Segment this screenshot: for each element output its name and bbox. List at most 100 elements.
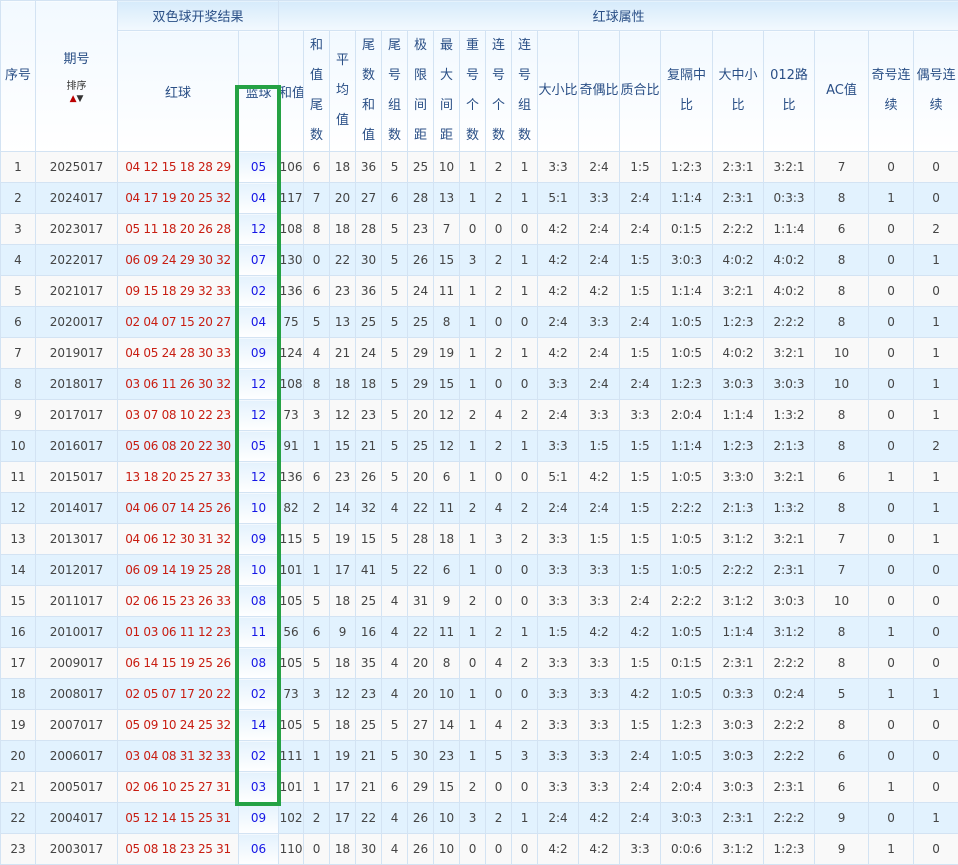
cell: 7 [815,555,869,586]
cell: 1 [914,245,958,276]
cell: 19 [434,338,460,369]
cell: 0 [869,338,914,369]
cell: 30 [356,245,382,276]
row-seq: 16 [1,617,36,648]
cell: 15 [356,524,382,555]
red-balls: 06 14 15 19 25 26 [118,648,239,679]
cell: 27 [408,710,434,741]
blue-ball: 09 [239,524,279,555]
cell: 2 [304,803,330,834]
cell: 4:0:2 [764,245,815,276]
cell: 3:0:3 [661,245,713,276]
cell: 5 [304,524,330,555]
cell: 3:3 [538,586,579,617]
red-balls: 03 07 08 10 22 23 [118,400,239,431]
row-seq: 15 [1,586,36,617]
blue-ball: 11 [239,617,279,648]
cell: 0 [512,369,538,400]
cell: 3:0:3 [713,369,764,400]
cell: 102 [279,803,304,834]
cell: 0 [914,710,958,741]
cell: 8 [434,307,460,338]
sort-down-icon[interactable]: ▼ [77,94,84,104]
row-seq: 12 [1,493,36,524]
cell: 24 [408,276,434,307]
red-balls: 04 17 19 20 25 32 [118,183,239,214]
header-issue: 期号 排序 ▲▼ [36,1,118,152]
cell: 21 [356,431,382,462]
red-balls: 05 08 18 23 25 31 [118,834,239,865]
cell: 3:3 [538,431,579,462]
cell: 6 [434,555,460,586]
cell: 12 [330,679,356,710]
cell: 8 [815,183,869,214]
cell: 4:0:2 [764,276,815,307]
cell: 3:3 [538,648,579,679]
cell: 6 [304,617,330,648]
cell: 29 [408,369,434,400]
cell: 2:3:1 [764,772,815,803]
cell: 0 [869,152,914,183]
cell: 8 [815,307,869,338]
blue-ball: 05 [239,152,279,183]
cell: 2 [512,710,538,741]
cell: 2:2:2 [661,586,713,617]
cell: 7 [815,152,869,183]
cell: 0 [486,772,512,803]
cell: 1 [460,338,486,369]
cell: 1 [512,276,538,307]
cell: 6 [304,276,330,307]
cell: 2:2:2 [764,803,815,834]
cell: 20 [408,648,434,679]
cell: 4:2 [538,338,579,369]
cell: 1:0:5 [661,679,713,710]
cell: 18 [330,648,356,679]
cell: 0 [914,834,958,865]
cell: 1 [460,524,486,555]
row-seq: 22 [1,803,36,834]
cell: 2 [486,431,512,462]
cell: 6 [382,183,408,214]
blue-ball: 02 [239,741,279,772]
cell: 3:2:1 [764,152,815,183]
cell: 6 [304,152,330,183]
cell: 2 [304,493,330,524]
row-seq: 23 [1,834,36,865]
cell: 11 [434,493,460,524]
cell: 2:1:3 [713,493,764,524]
cell: 3:1:2 [764,617,815,648]
header-col: 重号个数 [460,31,486,152]
cell: 110 [279,834,304,865]
cell: 3:0:3 [764,369,815,400]
blue-ball: 10 [239,555,279,586]
cell: 2:4 [620,183,661,214]
cell: 0 [486,834,512,865]
blue-ball: 08 [239,586,279,617]
blue-ball: 14 [239,710,279,741]
cell: 8 [815,276,869,307]
header-col: 最大间距 [434,31,460,152]
cell: 23 [356,679,382,710]
sort-up-icon[interactable]: ▲ [70,94,77,104]
cell: 28 [356,214,382,245]
cell: 3:3 [538,369,579,400]
cell: 0 [486,462,512,493]
sort-control[interactable]: 排序 ▲▼ [36,81,117,105]
cell: 1 [512,152,538,183]
cell: 75 [279,307,304,338]
cell: 12 [434,400,460,431]
cell: 26 [356,462,382,493]
cell: 1 [914,524,958,555]
cell: 17 [330,772,356,803]
red-balls: 02 06 10 25 27 31 [118,772,239,803]
header-col: 尾号组数 [382,31,408,152]
cell: 13 [330,307,356,338]
cell: 0 [914,772,958,803]
cell: 26 [408,834,434,865]
cell: 10 [434,834,460,865]
red-balls: 05 11 18 20 26 28 [118,214,239,245]
cell: 0:0:6 [661,834,713,865]
row-issue: 2020017 [36,307,118,338]
